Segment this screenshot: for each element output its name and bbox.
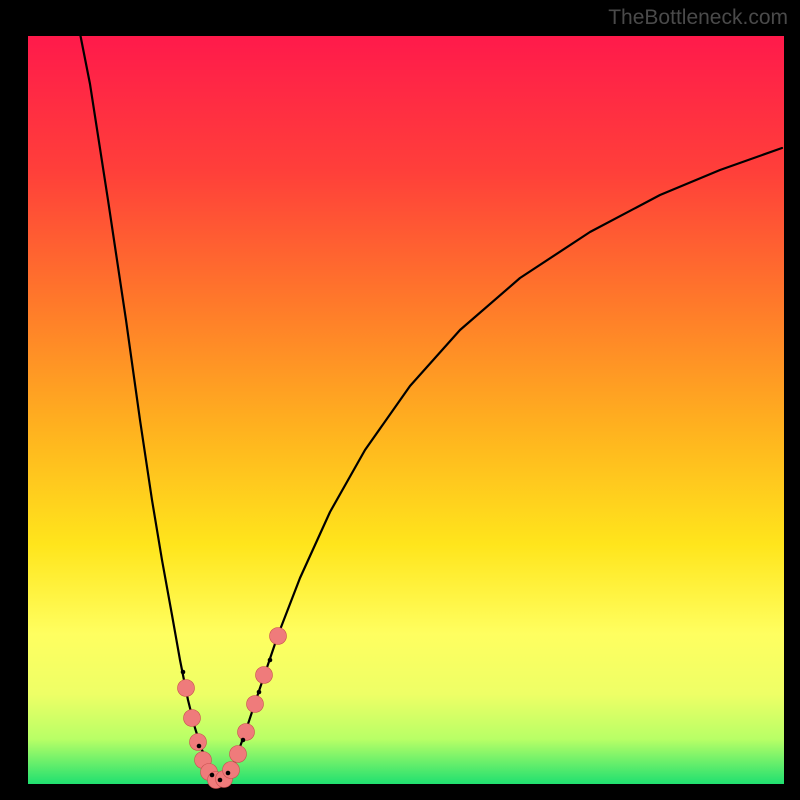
data-marker	[247, 696, 264, 713]
data-marker	[184, 710, 201, 727]
data-marker	[270, 628, 287, 645]
data-marker-small	[257, 690, 262, 695]
data-marker-small	[218, 778, 223, 783]
data-marker-small	[210, 773, 215, 778]
data-marker	[238, 724, 255, 741]
data-marker-small	[197, 744, 202, 749]
data-marker	[230, 746, 247, 763]
data-marker-small	[181, 670, 186, 675]
data-marker	[223, 762, 240, 779]
data-marker	[256, 667, 273, 684]
bottleneck-curve	[0, 0, 800, 800]
data-marker-small	[268, 658, 273, 663]
curve-path	[74, 3, 782, 779]
data-marker-small	[226, 771, 231, 776]
data-marker-small	[241, 738, 246, 743]
data-marker	[178, 680, 195, 697]
chart-container: TheBottleneck.com	[0, 0, 800, 800]
